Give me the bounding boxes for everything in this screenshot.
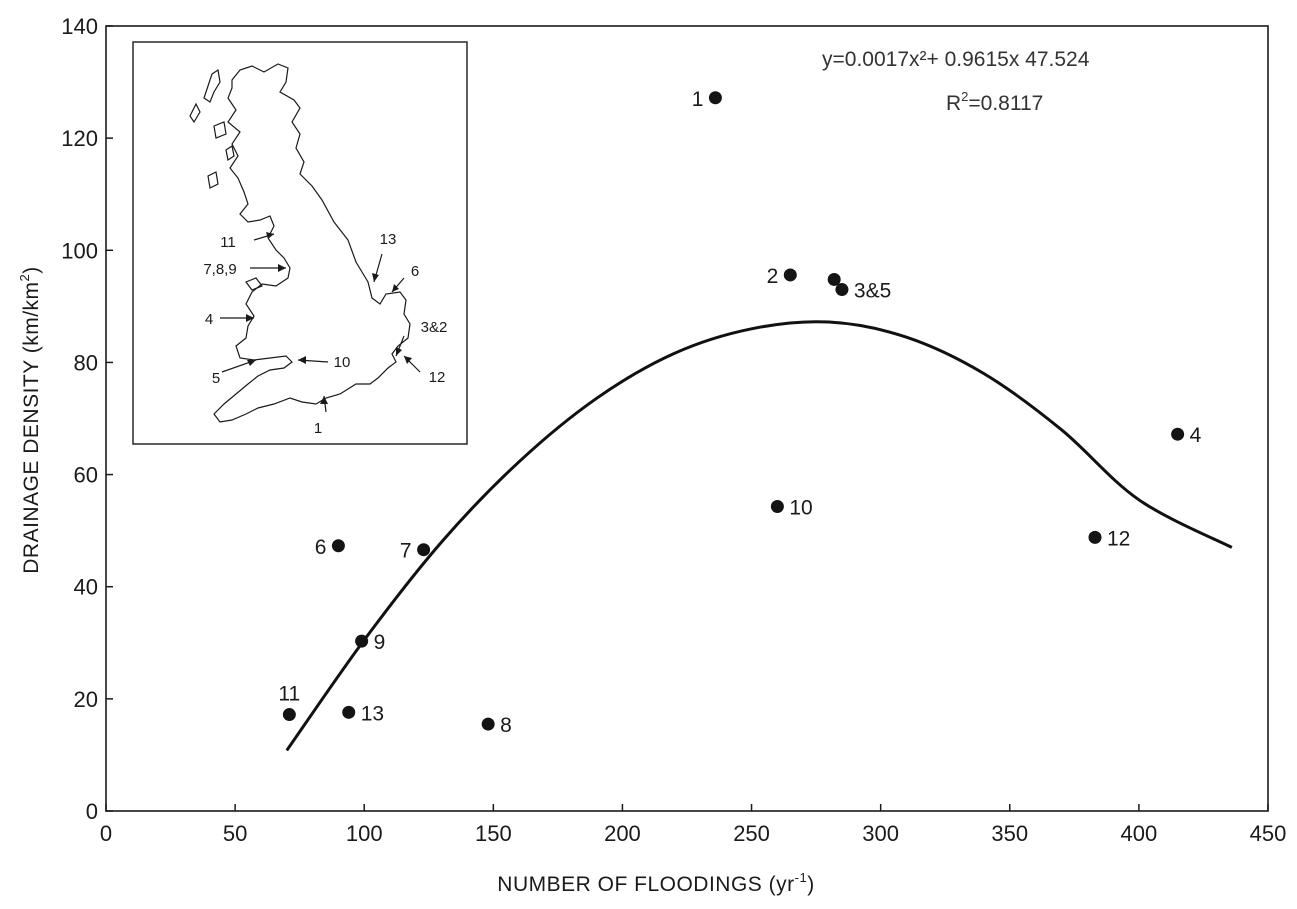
data-point <box>282 708 296 722</box>
x-tick-label: 300 <box>862 821 899 846</box>
data-point-label: 3&5 <box>854 280 891 303</box>
y-tick-label: 20 <box>74 687 98 712</box>
data-point-label: 2 <box>767 265 779 288</box>
data-point <box>417 543 431 557</box>
y-tick-label: 40 <box>74 575 98 600</box>
data-point <box>783 268 797 282</box>
x-tick-label: 400 <box>1121 821 1158 846</box>
data-point <box>481 717 495 731</box>
data-point-label: 7 <box>400 540 412 563</box>
x-axis-title: NUMBER OF FLOODINGS (yr-1) <box>497 870 814 896</box>
data-point <box>708 91 722 105</box>
map-label-12: 12 <box>429 369 446 386</box>
data-point-label: 4 <box>1190 424 1202 447</box>
data-point-label: 13 <box>361 702 384 725</box>
data-point <box>331 539 345 553</box>
data-point-label: 11 <box>278 683 300 706</box>
data-point-label: 8 <box>500 714 512 737</box>
anglesey-island <box>245 277 263 291</box>
x-tick-label: 450 <box>1250 821 1287 846</box>
y-tick-label: 60 <box>74 463 98 488</box>
data-point <box>835 283 849 297</box>
map-label-1: 1 <box>314 420 322 437</box>
western-isles <box>189 68 221 124</box>
x-tick-label: 150 <box>475 821 512 846</box>
regression-equation: y=0.0017x²+ 0.9615x 47.524 <box>822 48 1090 71</box>
data-point-label: 10 <box>789 497 812 520</box>
data-point <box>827 272 841 286</box>
y-tick-label: 0 <box>86 799 98 824</box>
data-point <box>1171 427 1185 441</box>
map-label-6: 6 <box>411 263 419 280</box>
y-tick-label: 100 <box>61 238 98 263</box>
map-label-13: 13 <box>380 231 397 248</box>
x-axis-ticks: 0 50 100 150 200 250 300 350 400 450 <box>100 804 1286 846</box>
y-tick-label: 80 <box>74 350 98 375</box>
map-label-4: 4 <box>205 311 213 328</box>
map-label-3-2: 3&2 <box>421 319 448 336</box>
data-point <box>770 500 784 514</box>
x-tick-label: 100 <box>346 821 383 846</box>
map-label-11: 11 <box>220 234 236 251</box>
x-tick-label: 250 <box>733 821 770 846</box>
data-point-label: 9 <box>374 631 386 654</box>
y-tick-label: 140 <box>61 14 98 39</box>
x-tick-label: 350 <box>991 821 1028 846</box>
map-label-7-8-9: 7,8,9 <box>203 261 236 278</box>
y-axis-title: DRAINAGE DENSITY (km/km2) <box>17 266 43 574</box>
data-point <box>1088 530 1102 544</box>
data-point <box>355 634 369 648</box>
data-point <box>342 705 356 719</box>
inner-isles <box>207 121 235 189</box>
fit-curve <box>285 320 1233 752</box>
data-point-label: 1 <box>692 88 704 111</box>
britain-coastline <box>213 63 411 423</box>
map-label-10: 10 <box>334 354 351 371</box>
map-label-5: 5 <box>212 370 220 387</box>
x-tick-label: 50 <box>223 821 247 846</box>
inset-map-frame <box>132 41 468 445</box>
y-tick-label: 120 <box>61 126 98 151</box>
data-point-label: 6 <box>315 536 327 559</box>
y-axis-ticks: 0 20 40 60 80 100 120 140 <box>61 14 113 824</box>
inset-map: 11 7,8,9 4 5 10 1 13 6 3&2 12 <box>132 41 468 445</box>
r-squared: R2=0.8117 <box>946 89 1043 115</box>
plot-frame <box>105 25 1269 812</box>
map-arrowheads <box>246 232 412 404</box>
x-tick-label: 200 <box>604 821 641 846</box>
x-tick-label: 0 <box>100 821 112 846</box>
data-point-label: 12 <box>1107 527 1130 550</box>
